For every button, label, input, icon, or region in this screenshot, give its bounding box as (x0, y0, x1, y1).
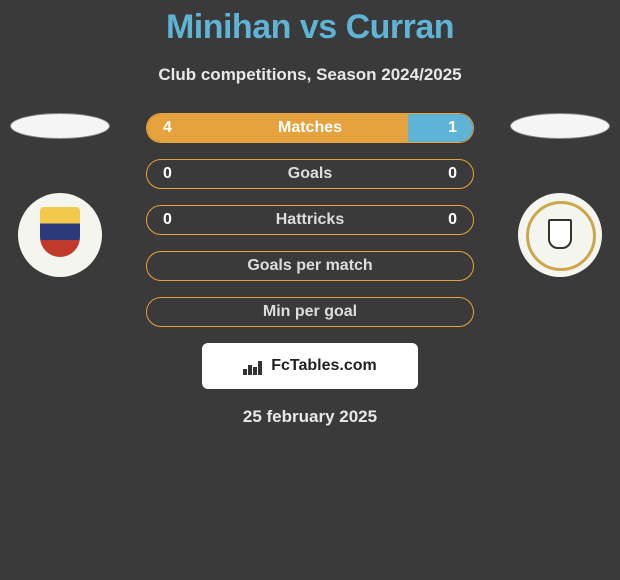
stat-label: Goals (288, 165, 332, 183)
stat-right-value: 1 (448, 119, 457, 137)
stat-label: Min per goal (263, 303, 357, 321)
stat-bar-matches: 4 Matches 1 (146, 113, 474, 143)
stat-fill-right (408, 114, 473, 142)
stat-bar-min-per-goal: Min per goal (146, 297, 474, 327)
left-player-column (10, 113, 110, 277)
right-player-avatar-placeholder (510, 113, 610, 139)
stat-left-value: 0 (163, 165, 172, 183)
stat-left-value: 4 (163, 119, 172, 137)
page-subtitle: Club competitions, Season 2024/2025 (0, 65, 620, 85)
right-player-column (510, 113, 610, 277)
stat-right-value: 0 (448, 165, 457, 183)
date-label: 25 february 2025 (146, 407, 474, 427)
stat-left-value: 0 (163, 211, 172, 229)
site-logo-text: FcTables.com (271, 357, 377, 375)
stats-column: 4 Matches 1 0 Goals 0 0 Hattricks 0 Goal… (120, 113, 500, 427)
page-title: Minihan vs Curran (0, 8, 620, 47)
stat-right-value: 0 (448, 211, 457, 229)
stat-bar-goals-per-match: Goals per match (146, 251, 474, 281)
comparison-widget: Minihan vs Curran Club competitions, Sea… (0, 0, 620, 427)
left-player-avatar-placeholder (10, 113, 110, 139)
stat-label: Hattricks (276, 211, 344, 229)
right-club-badge-icon (518, 193, 602, 277)
chart-icon (243, 357, 265, 375)
stat-bar-goals: 0 Goals 0 (146, 159, 474, 189)
stat-bar-hattricks: 0 Hattricks 0 (146, 205, 474, 235)
stat-label: Matches (278, 119, 342, 137)
site-logo-link[interactable]: FcTables.com (202, 343, 418, 389)
stat-label: Goals per match (247, 257, 372, 275)
main-row: 4 Matches 1 0 Goals 0 0 Hattricks 0 Goal… (0, 113, 620, 427)
left-club-badge-icon (18, 193, 102, 277)
